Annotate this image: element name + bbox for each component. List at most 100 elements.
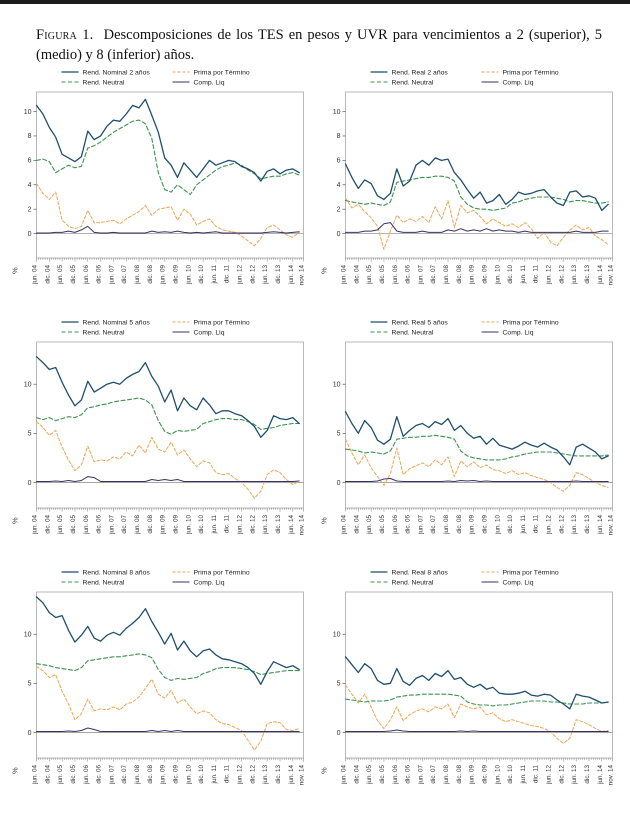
plot-svg: Rend. Nominal 2 años Rend. Neutral Prima p… <box>11 70 306 286</box>
legend-label-prima: Prima por Término <box>194 320 250 327</box>
legend-label-neutral: Rend. Neutral <box>83 580 125 587</box>
y-tick-label: 5 <box>28 431 32 438</box>
x-tick-label: dic. 05 <box>70 265 77 284</box>
x-tick-label: dic. 11 <box>533 265 540 284</box>
x-tick-label: jun. 07 <box>417 265 424 285</box>
legend-label-prima: Prima por Término <box>194 70 250 77</box>
legend-label-nominal: Rend. Real 8 años <box>392 570 449 577</box>
x-tick-label: dic. 04 <box>44 765 51 784</box>
x-tick-label: dic. 06 <box>405 515 412 534</box>
legend-label-neutral: Rend. Neutral <box>392 580 434 587</box>
x-tick-label: dic. 10 <box>507 765 514 784</box>
x-tick-label: jun. 07 <box>108 265 115 285</box>
series-line-nominal <box>344 411 609 466</box>
x-tick-label: jun. 09 <box>469 765 476 785</box>
x-tick-label: jun. 05 <box>366 265 373 285</box>
x-tick-label: dic. 10 <box>507 265 514 284</box>
figure-caption: Figura 1. Descomposiciones de los TES en… <box>36 25 602 65</box>
x-tick-label: dic. 08 <box>147 265 154 284</box>
page-top-edge <box>0 0 630 4</box>
x-tick-label: dic. 05 <box>379 765 386 784</box>
y-axis-unit-label: % <box>11 517 20 524</box>
x-tick-label: nov. 14 <box>299 765 306 786</box>
series-line-prima <box>345 197 609 250</box>
x-tick-label: jun. 10 <box>185 265 192 285</box>
x-tick-label: dic. 13 <box>275 515 282 534</box>
x-tick-label: dic. 12 <box>558 515 565 534</box>
x-tick-label: dic. 09 <box>481 515 488 534</box>
x-tick-label: jun. 08 <box>443 515 450 535</box>
series-line-liq <box>36 727 300 732</box>
x-tick-label: dic. 09 <box>481 265 488 284</box>
x-tick-label: dic. 08 <box>147 765 154 784</box>
x-tick-label: dic. 10 <box>198 515 205 534</box>
x-tick-label: dic. 04 <box>44 515 51 534</box>
x-tick-label: dic. 13 <box>584 265 591 284</box>
legend-label-neutral: Rend. Neutral <box>392 80 434 87</box>
x-tick-label: dic. 12 <box>249 765 256 784</box>
y-tick-label: 0 <box>337 730 341 737</box>
y-tick-label: 2 <box>337 206 341 213</box>
series-line-nominal <box>35 98 300 182</box>
x-tick-label: jun. 14 <box>288 765 295 785</box>
x-tick-label: jun. 07 <box>108 515 115 535</box>
plot-border <box>345 591 613 759</box>
x-tick-label: jun. 05 <box>57 765 64 785</box>
x-tick-label: jun. 05 <box>57 265 64 285</box>
y-tick-label: 4 <box>28 182 32 189</box>
legend-label-neutral: Rend. Neutral <box>83 80 125 87</box>
plot-svg: Rend. Real 2 años Rend. Neutral Prima por … <box>320 70 615 286</box>
x-tick-label: dic. 04 <box>353 265 360 284</box>
x-tick-label: dic. 08 <box>456 265 463 284</box>
series-line-neutral <box>344 693 609 707</box>
x-tick-label: dic. 04 <box>353 515 360 534</box>
y-axis-unit-label: % <box>320 517 329 524</box>
series-line-prima <box>36 183 300 247</box>
series-line-prima <box>345 438 609 492</box>
series-line-nominal <box>344 656 609 710</box>
x-tick-label: jun. 04 <box>341 515 348 535</box>
x-tick-label: dic. 12 <box>249 265 256 284</box>
x-tick-label: dic. 12 <box>249 515 256 534</box>
x-tick-label: dic. 05 <box>379 265 386 284</box>
x-tick-label: jun. 14 <box>597 765 604 785</box>
legend-label-prima: Prima por Término <box>503 570 559 577</box>
chart-rend-nominal-2-anos: Rend. Nominal 2 años Rend. Neutral Prima p… <box>6 62 315 312</box>
x-tick-label: jun. 14 <box>597 265 604 285</box>
series-line-nominal <box>35 356 300 438</box>
chart-rend-real-5-anos: Rend. Real 5 años Rend. Neutral Prima por … <box>315 312 624 562</box>
x-tick-label: jun. 13 <box>571 765 578 785</box>
x-tick-label: jun. 06 <box>83 265 90 285</box>
x-tick-label: dic. 09 <box>172 265 179 284</box>
y-tick-label: 8 <box>28 133 32 140</box>
x-tick-label: jun. 06 <box>392 765 399 785</box>
legend-label-prima: Prima por Término <box>194 570 250 577</box>
x-tick-label: jun. 04 <box>32 765 39 785</box>
series-line-liq <box>345 222 609 233</box>
x-tick-label: jun. 08 <box>443 265 450 285</box>
y-tick-label: 10 <box>24 632 32 639</box>
x-tick-label: dic. 05 <box>379 515 386 534</box>
y-tick-label: 10 <box>333 632 341 639</box>
legend-label-liq: Comp. Liq <box>194 330 225 337</box>
x-tick-label: jun. 07 <box>417 765 424 785</box>
x-tick-label: jun. 09 <box>160 765 167 785</box>
legend-label-nominal: Rend. Nominal 2 años <box>83 70 151 77</box>
x-tick-label: jun. 04 <box>32 515 39 535</box>
legend-label-liq: Comp. Liq <box>194 80 225 87</box>
x-tick-label: jun. 06 <box>392 265 399 285</box>
y-tick-label: 2 <box>28 206 32 213</box>
plot-svg: Rend. Nominal 5 años Rend. Neutral Prima p… <box>11 320 306 536</box>
y-tick-label: 10 <box>333 382 341 389</box>
y-tick-label: 0 <box>337 231 341 238</box>
x-tick-label: dic. 08 <box>456 765 463 784</box>
x-tick-label: dic. 06 <box>96 765 103 784</box>
x-tick-label: jun. 09 <box>160 515 167 535</box>
y-tick-label: 4 <box>337 182 341 189</box>
y-tick-label: 10 <box>333 109 341 116</box>
y-tick-label: 10 <box>24 109 32 116</box>
x-tick-label: dic. 09 <box>481 765 488 784</box>
legend-label-nominal: Rend. Nominal 8 años <box>83 570 151 577</box>
x-tick-label: dic. 08 <box>147 515 154 534</box>
